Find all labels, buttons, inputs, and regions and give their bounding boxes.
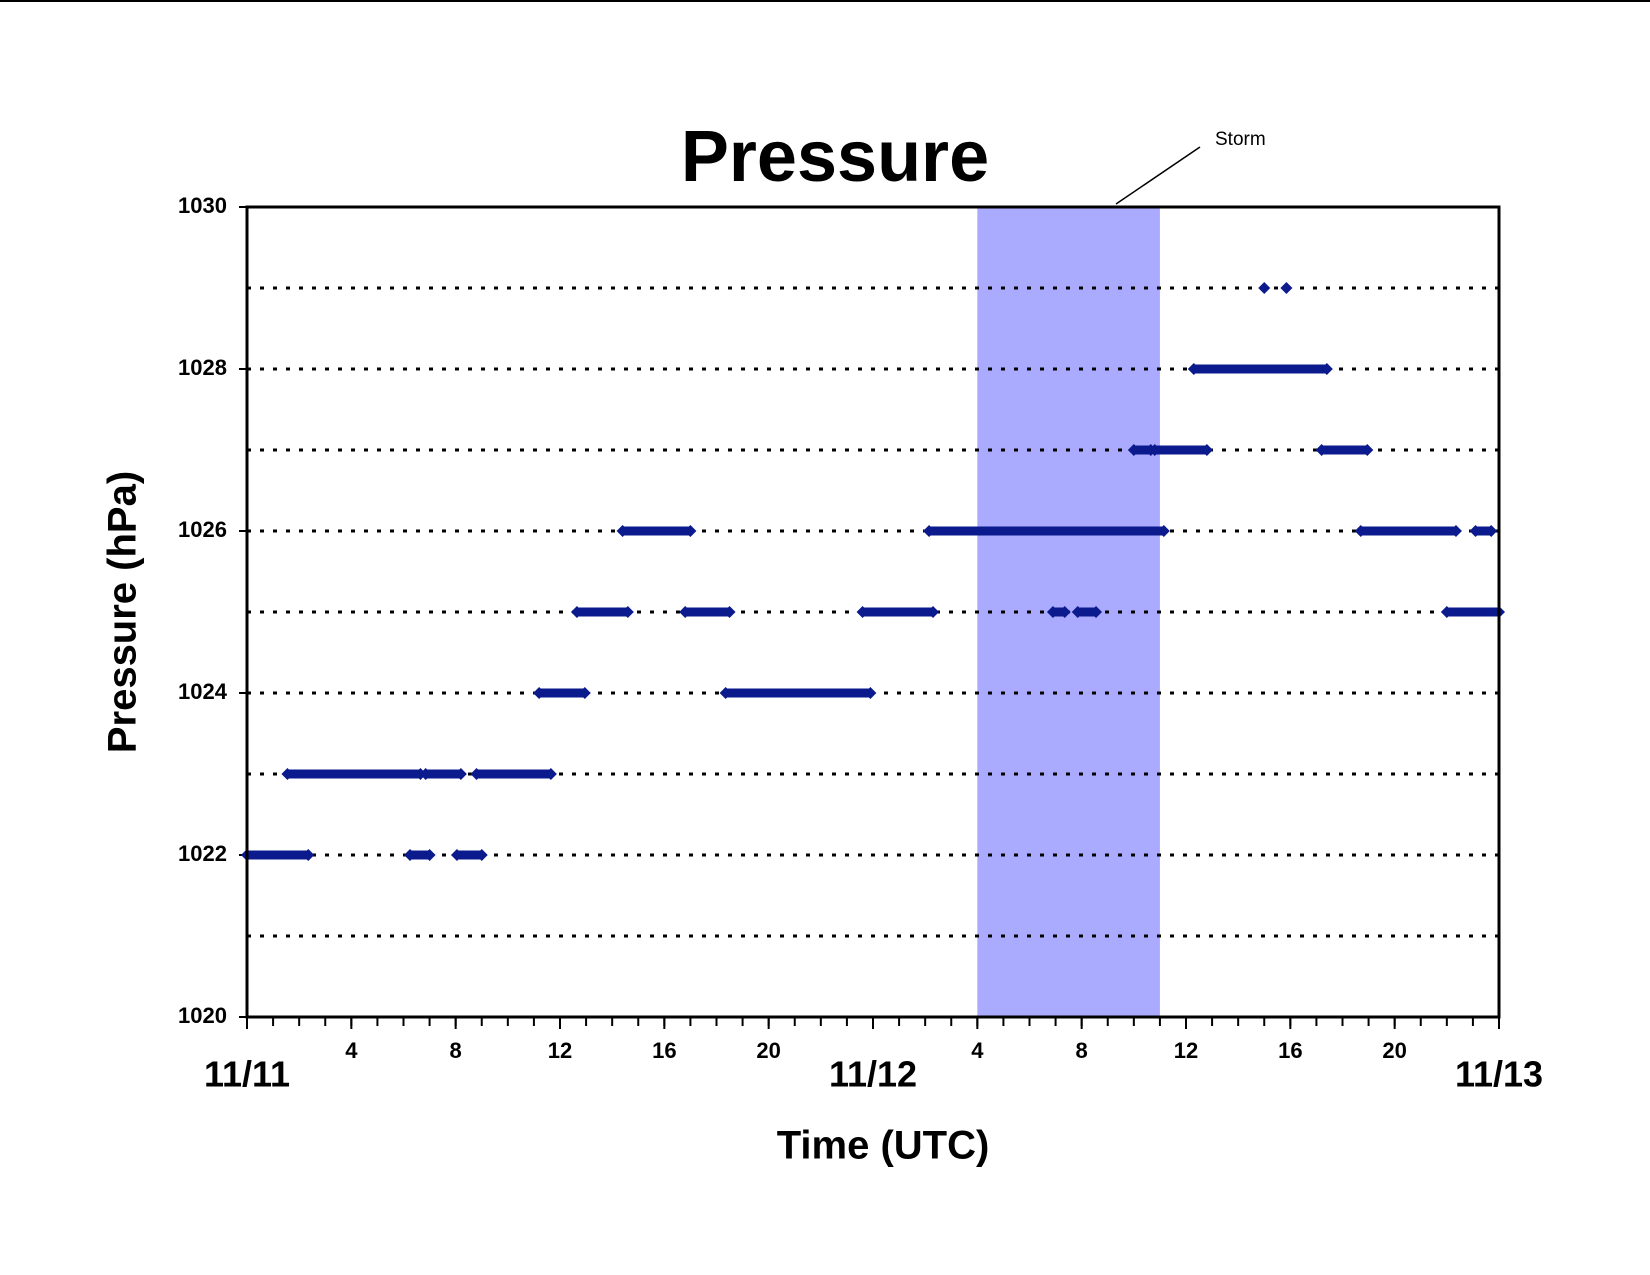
data-point <box>719 687 732 699</box>
x-tick-label: 20 <box>756 1038 780 1063</box>
data-point <box>926 606 939 618</box>
data-point <box>281 768 294 780</box>
data-point <box>1361 444 1374 456</box>
data-point <box>1058 606 1071 618</box>
series-line <box>247 364 1499 860</box>
data-point <box>616 525 629 537</box>
data-point <box>578 687 591 699</box>
data-point <box>302 849 315 861</box>
x-tick-label: 16 <box>1278 1038 1302 1063</box>
x-tick-label: 8 <box>450 1038 462 1063</box>
data-point <box>404 849 417 861</box>
data-point <box>1280 282 1293 294</box>
data-point <box>1090 606 1103 618</box>
data-point <box>1258 282 1271 294</box>
data-point <box>1469 525 1482 537</box>
data-point <box>1320 363 1333 375</box>
data-point <box>1440 606 1453 618</box>
data-point <box>1071 606 1084 618</box>
chart-title: Pressure <box>681 117 989 197</box>
y-tick-label: 1024 <box>178 679 228 704</box>
data-point <box>454 768 467 780</box>
data-point <box>679 606 692 618</box>
data-point <box>1200 444 1213 456</box>
data-point <box>470 768 483 780</box>
data-point <box>1046 606 1059 618</box>
x-tick-label: 16 <box>652 1038 676 1063</box>
data-point <box>423 849 436 861</box>
data-point <box>684 525 697 537</box>
data-point <box>1354 525 1367 537</box>
data-point <box>1157 525 1170 537</box>
data-point <box>1127 444 1140 456</box>
x-date-label: 11/11 <box>204 1054 290 1095</box>
y-tick-label: 1026 <box>178 517 227 542</box>
data-point <box>475 849 488 861</box>
x-tick-label: 12 <box>1174 1038 1198 1063</box>
data-point <box>923 525 936 537</box>
data-point <box>533 687 546 699</box>
data-point <box>450 849 463 861</box>
storm-leader <box>1115 146 1201 205</box>
x-axis-label: Time (UTC) <box>777 1124 990 1168</box>
y-axis-label: Pressure (hPa) <box>101 471 145 753</box>
data-point <box>1148 444 1161 456</box>
data-point <box>544 768 557 780</box>
x-tick-label: 12 <box>548 1038 572 1063</box>
data-point <box>1187 363 1200 375</box>
plot-frame <box>245 205 1501 1019</box>
data-point <box>864 687 877 699</box>
data-point <box>723 606 736 618</box>
x-tick-label: 20 <box>1382 1038 1406 1063</box>
data-point <box>419 768 432 780</box>
data-point <box>1485 525 1498 537</box>
x-tick-label: 4 <box>345 1038 358 1063</box>
x-tick-label: 8 <box>1076 1038 1088 1063</box>
data-point <box>1315 444 1328 456</box>
data-point <box>621 606 634 618</box>
x-tick-label: 4 <box>971 1038 984 1063</box>
storm-label: Storm <box>1215 129 1266 150</box>
y-tick-label: 1030 <box>178 193 227 218</box>
y-tick-label: 1020 <box>178 1003 227 1028</box>
y-tick-label: 1028 <box>178 355 227 380</box>
data-point <box>1449 525 1462 537</box>
data-point <box>570 606 583 618</box>
x-date-label: 11/12 <box>829 1054 917 1095</box>
x-date-label: 11/13 <box>1455 1054 1543 1095</box>
data-point <box>856 606 869 618</box>
y-tick-label: 1022 <box>178 841 227 866</box>
